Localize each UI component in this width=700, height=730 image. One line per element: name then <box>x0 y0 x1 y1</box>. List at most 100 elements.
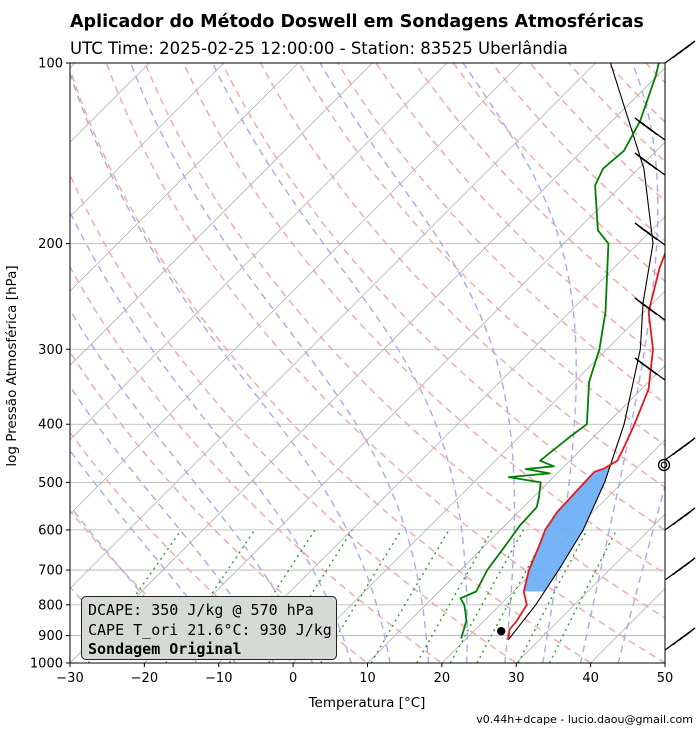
y-axis-label: log Pressão Atmosférica [hPa] <box>4 265 20 466</box>
wind-barb-flag <box>646 126 658 136</box>
dry-adiabat-line <box>336 63 665 405</box>
wind-barb-flag <box>646 231 658 241</box>
mixing-ratio-line <box>370 529 450 663</box>
wind-barb-flag <box>646 366 658 376</box>
moist-adiabat-line <box>617 483 665 663</box>
sounding-type-label: Sondagem Original <box>88 640 242 658</box>
x-tick-label: 40 <box>582 671 599 686</box>
dcape-line: DCAPE: 350 J/kg @ 570 hPa <box>88 601 314 619</box>
isotherm-line <box>70 67 665 663</box>
y-tick-label: 800 <box>38 598 63 613</box>
wind-barb-flag <box>672 636 684 646</box>
wind-barb <box>664 627 696 651</box>
chart-title: Aplicador do Método Doswell em Sondagens… <box>70 12 644 32</box>
isotherm-line <box>515 513 665 663</box>
moist-adiabat-line <box>70 505 198 663</box>
wind-barb <box>664 557 696 581</box>
dry-adiabat-line <box>70 350 369 663</box>
wind-barb-flag <box>672 446 684 456</box>
cape-area <box>523 466 610 592</box>
wind-barb-flag <box>672 516 684 526</box>
wind-barb-flag <box>646 306 658 316</box>
isotherm-line <box>70 63 299 292</box>
moist-adiabat-line <box>70 308 314 663</box>
moist-adiabat-line <box>319 63 516 663</box>
wind-barb-flag <box>672 566 684 576</box>
dcape-info-box: DCAPE: 350 J/kg @ 570 hPa CAPE T_ori 21.… <box>81 596 337 660</box>
dewpoint-profile-line <box>459 63 660 639</box>
x-tick-label: 30 <box>508 671 525 686</box>
dry-adiabat-line <box>144 63 665 619</box>
footer-credit: v0.44h+dcape - lucio.daou@gmail.com <box>476 713 693 726</box>
wind-barb <box>664 40 696 64</box>
dry-adiabat-line <box>644 63 665 84</box>
moist-adiabat-line <box>129 63 430 663</box>
surface-point-marker <box>497 626 506 636</box>
calm-wind-inner <box>660 461 668 469</box>
x-tick-label: 0 <box>289 671 297 686</box>
cape-line: CAPE T_ori 21.6°C: 930 J/kg <box>88 620 332 639</box>
moist-adiabat-line <box>70 71 391 663</box>
x-tick-label: −20 <box>131 671 158 686</box>
wind-barb-flag <box>646 161 658 171</box>
chart-subtitle: UTC Time: 2025-02-25 12:00:00 - Station:… <box>70 39 568 58</box>
y-tick-label: 900 <box>38 629 63 644</box>
isotherm-line <box>70 63 225 218</box>
dry-adiabat-line <box>105 63 665 663</box>
y-tick-label: 100 <box>38 57 63 72</box>
moist-adiabat-line <box>70 449 237 663</box>
isotherm-line <box>218 216 665 663</box>
isotherm-line <box>70 63 448 441</box>
dry-adiabat-line <box>70 173 518 663</box>
dry-adiabat-line <box>375 63 665 364</box>
dry-adiabat-line <box>70 586 146 663</box>
wind-barb <box>634 117 666 141</box>
x-tick-label: −10 <box>205 671 232 686</box>
isotherm-line <box>441 439 665 663</box>
isotherm-line <box>70 63 522 515</box>
wind-barb <box>664 437 696 461</box>
y-tick-label: 500 <box>38 476 63 491</box>
isotherm-line <box>664 662 665 663</box>
dry-adiabat-line <box>70 509 220 663</box>
isotherm-line <box>292 290 665 663</box>
mixing-ratio-line <box>320 529 403 663</box>
dry-adiabat-line <box>259 63 665 489</box>
x-tick-label: −30 <box>56 671 83 686</box>
calm-wind-marker <box>657 458 671 472</box>
isotherm-line <box>70 63 597 590</box>
wind-barb-flag <box>672 49 684 59</box>
temperature-profile-line <box>507 251 665 641</box>
x-tick-label: 10 <box>359 671 376 686</box>
wind-barb <box>634 152 666 176</box>
dry-adiabat-line <box>70 431 295 663</box>
moist-adiabat-line <box>211 63 468 663</box>
isotherm-line <box>70 63 374 367</box>
wind-barb <box>634 357 666 381</box>
moist-adiabat-line <box>462 63 577 663</box>
y-tick-label: 200 <box>38 237 63 252</box>
y-tick-label: 1000 <box>30 657 63 672</box>
wind-barb <box>634 222 666 246</box>
wind-barb <box>664 507 696 531</box>
dry-adiabat-line <box>70 265 444 663</box>
mixing-ratio-line <box>416 529 493 663</box>
isotherm-line <box>143 141 665 663</box>
moist-adiabat-line <box>70 385 275 663</box>
mixing-ratio-line <box>165 529 256 663</box>
y-tick-label: 300 <box>38 343 63 358</box>
dry-adiabat-line <box>70 67 592 663</box>
y-tick-label: 700 <box>38 564 63 579</box>
mixing-ratio-line <box>449 529 525 663</box>
parcel-profile-line <box>507 63 654 641</box>
dry-adiabat-line <box>221 63 665 532</box>
x-axis-label: Temperatura [°C] <box>308 695 426 711</box>
dry-adiabat-line <box>671 50 700 676</box>
wind-barb <box>634 297 666 321</box>
y-tick-label: 400 <box>38 418 63 433</box>
isotherm-line <box>70 63 150 143</box>
y-tick-label: 600 <box>38 523 63 538</box>
x-tick-label: 20 <box>434 671 451 686</box>
x-tick-label: 50 <box>657 671 674 686</box>
